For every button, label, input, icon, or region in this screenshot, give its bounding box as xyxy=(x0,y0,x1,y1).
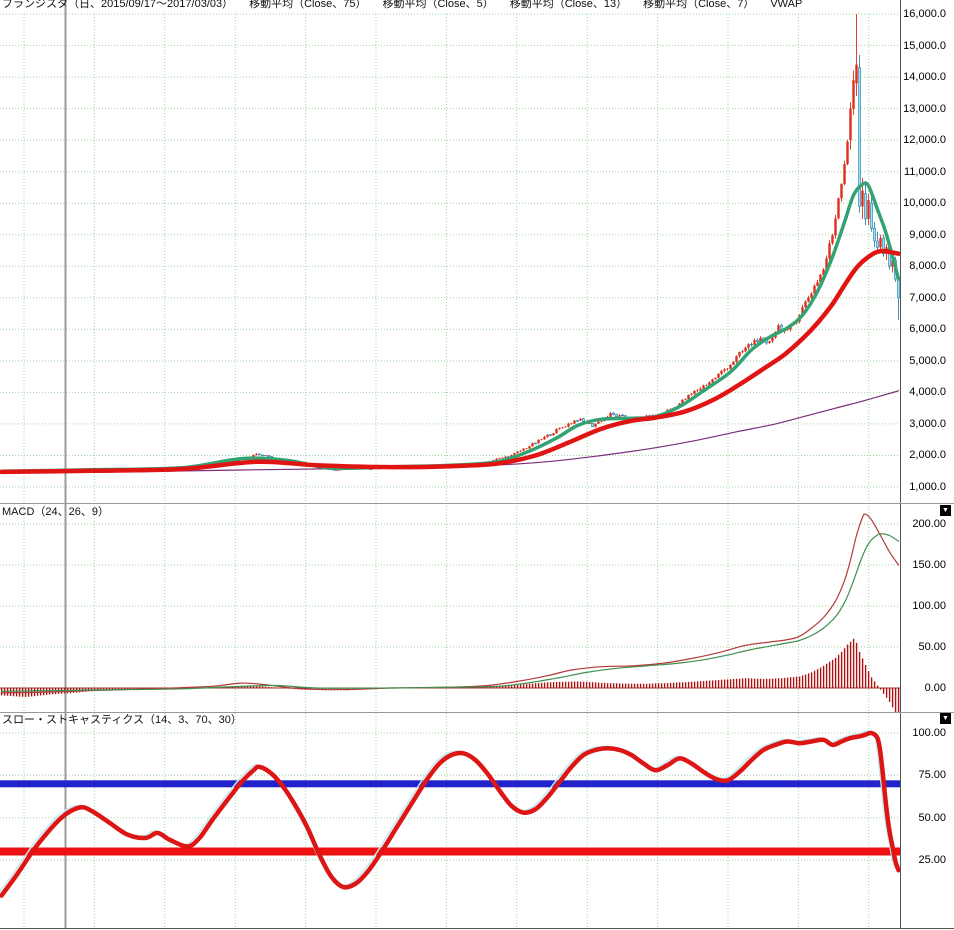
legend-vwap: VWAP xyxy=(770,0,803,10)
stoch-panel-header: スロー・ストキャスティクス（14、3、70、30） xyxy=(2,714,242,726)
stoch-panel-collapse-button[interactable]: ▼ xyxy=(940,713,951,724)
legend-ma-5: 移動平均（Close、5） xyxy=(382,0,494,10)
legend-ma-7: 移動平均（Close、7） xyxy=(643,0,755,10)
chart-title: ブランジスタ（日、2015/09/17～2017/03/03） xyxy=(2,0,234,10)
macd-panel-collapse-button[interactable]: ▼ xyxy=(940,505,951,516)
legend-ma-75: 移動平均（Close、75） xyxy=(249,0,367,10)
macd-panel-header: MACD（24、26、9） xyxy=(2,506,109,518)
price-panel-header: ブランジスタ（日、2015/09/17～2017/03/03） 移動平均（Clo… xyxy=(2,0,802,10)
legend-ma-13: 移動平均（Close、13） xyxy=(509,0,628,10)
